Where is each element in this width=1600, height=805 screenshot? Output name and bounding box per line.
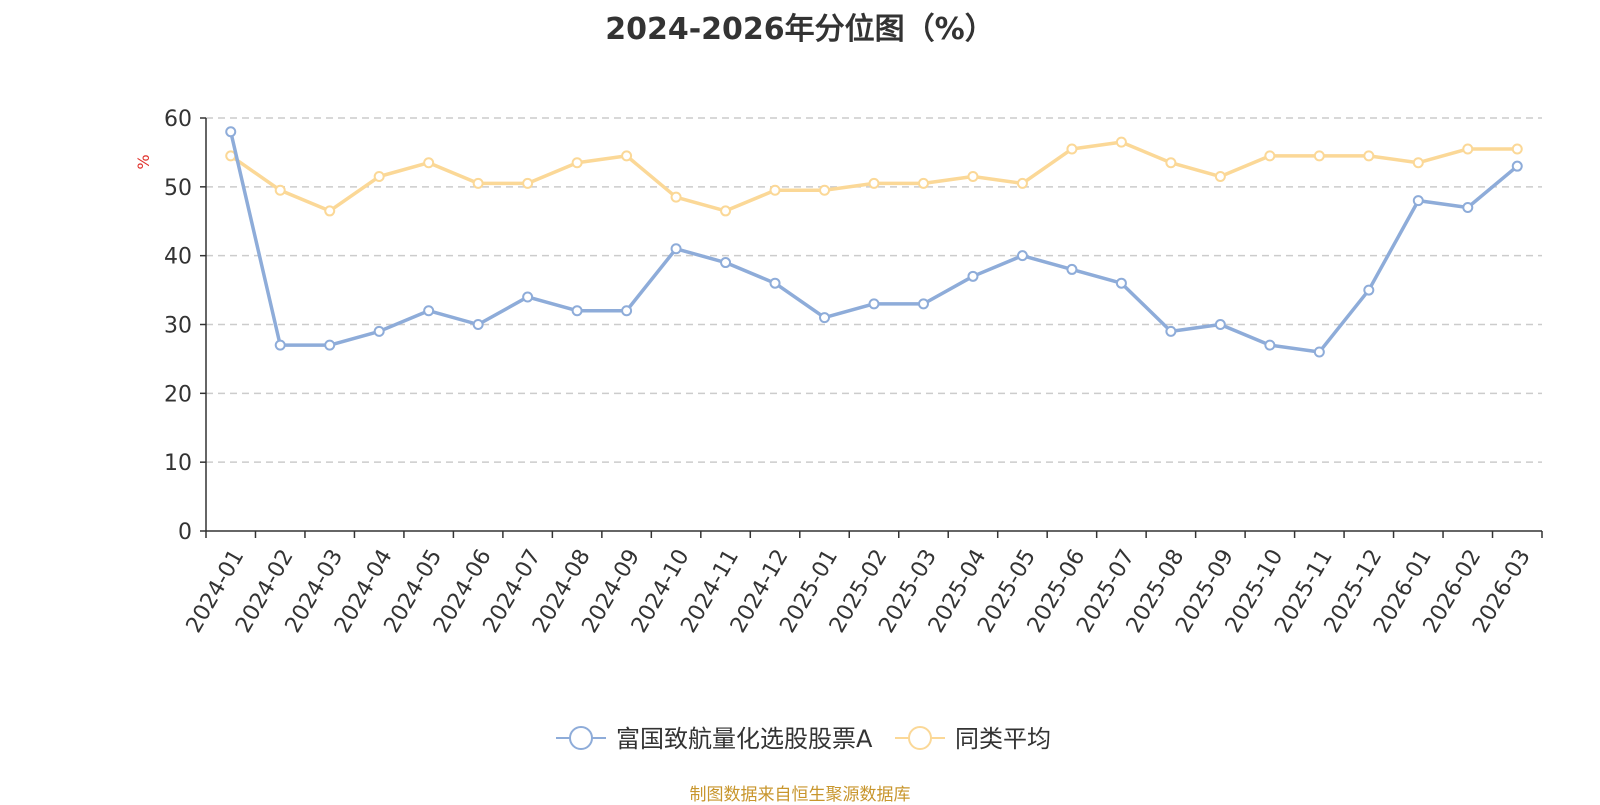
data-point[interactable] [621,150,633,162]
data-point[interactable] [868,177,880,189]
data-point[interactable] [225,126,237,138]
data-point[interactable] [720,205,732,217]
legend-label[interactable]: 富国致航量化选股股票A [616,725,873,753]
data-point[interactable] [324,205,336,217]
grid-lines [206,117,1542,463]
data-point[interactable] [967,270,979,282]
data-point[interactable] [274,339,286,351]
data-point[interactable] [1066,263,1078,275]
data-point[interactable] [522,291,534,303]
data-point[interactable] [1016,250,1028,262]
data-point[interactable] [917,177,929,189]
y-tick-label: 50 [164,176,192,201]
data-point[interactable] [274,184,286,196]
data-point[interactable] [670,191,682,203]
data-point[interactable] [472,177,484,189]
y-tick-label: 20 [164,382,192,407]
data-point[interactable] [1165,157,1177,169]
data-point[interactable] [373,171,385,183]
data-point[interactable] [967,171,979,183]
data-point[interactable] [1462,143,1474,155]
legend-label[interactable]: 同类平均 [955,725,1051,753]
data-point[interactable] [670,243,682,255]
data-point[interactable] [1165,325,1177,337]
data-point[interactable] [1016,177,1028,189]
data-point[interactable] [720,257,732,269]
data-point[interactable] [423,157,435,169]
data-point[interactable] [819,312,831,324]
series-group [225,126,1523,358]
data-point[interactable] [522,177,534,189]
series-line-1 [229,140,1518,213]
data-point[interactable] [819,184,831,196]
y-tick-label: 60 [164,107,192,132]
data-point[interactable] [769,277,781,289]
data-point[interactable] [1313,150,1325,162]
data-point[interactable] [1412,195,1424,207]
data-point[interactable] [1412,157,1424,169]
data-point[interactable] [1214,319,1226,330]
data-point[interactable] [373,325,385,337]
y-tick-label: 0 [178,520,192,545]
data-point[interactable] [1511,160,1523,172]
axes: 0102030405060%2024-012024-022024-032024-… [134,107,1543,637]
data-point[interactable] [769,184,781,196]
data-point[interactable] [1462,201,1474,213]
data-point[interactable] [1313,346,1325,358]
data-point[interactable] [621,305,633,317]
data-point[interactable] [1363,284,1375,296]
data-point[interactable] [571,305,583,317]
data-point[interactable] [423,305,435,317]
data-point[interactable] [571,157,583,169]
data-point[interactable] [868,298,880,310]
y-tick-label: 40 [164,245,192,270]
chart-title: 2024-2026年分位图（%） [605,12,995,47]
legend-marker[interactable] [569,726,593,750]
data-source-note: 制图数据来自恒生聚源数据库 [689,785,911,805]
data-point[interactable] [472,319,484,330]
data-point[interactable] [324,339,336,351]
y-axis-label: % [134,154,153,169]
data-point[interactable] [1264,150,1276,162]
data-point[interactable] [1363,150,1375,162]
data-point[interactable] [1066,143,1078,155]
y-tick-label: 10 [164,451,192,476]
legend-marker[interactable] [908,726,932,750]
data-point[interactable] [1264,339,1276,351]
data-point[interactable] [1214,171,1226,183]
data-point[interactable] [1115,277,1127,289]
y-tick-label: 30 [164,314,192,339]
data-point[interactable] [1115,136,1127,148]
legend[interactable]: 富国致航量化选股股票A 同类平均 [556,725,1051,753]
data-point[interactable] [917,298,929,310]
data-point[interactable] [1511,143,1523,155]
